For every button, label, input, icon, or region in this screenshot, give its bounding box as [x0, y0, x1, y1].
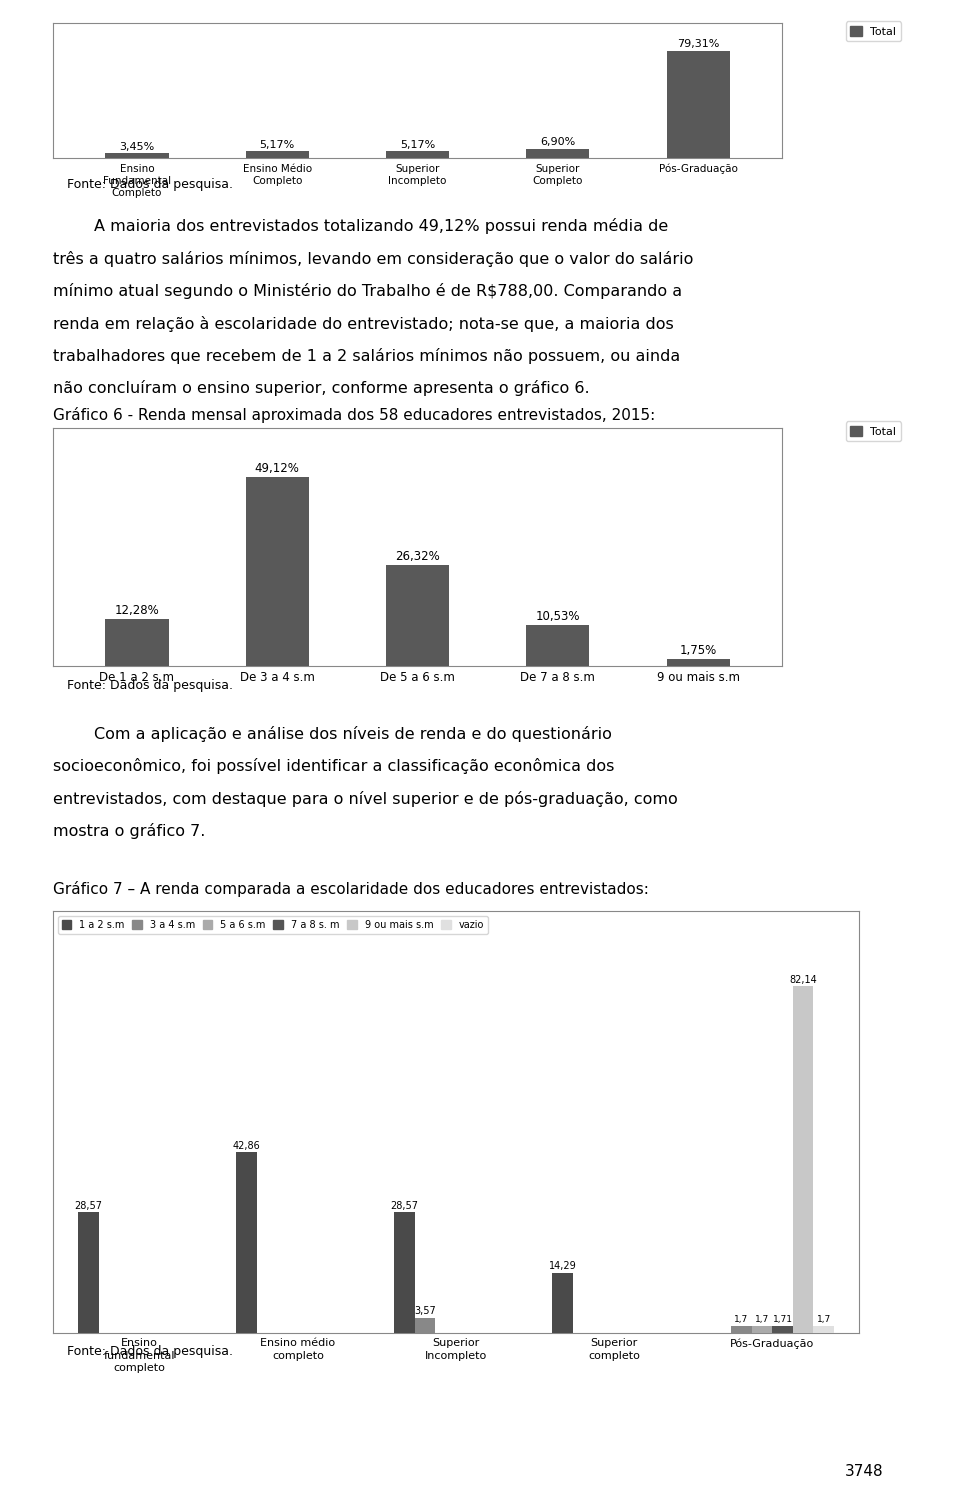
Bar: [526, 149, 589, 158]
Text: Fonte: Dados da pesquisa.: Fonte: Dados da pesquisa.: [67, 1345, 233, 1358]
Bar: [236, 1152, 256, 1333]
Text: Com a aplicação e análise dos níveis de renda e do questionário: Com a aplicação e análise dos níveis de …: [53, 726, 612, 742]
Text: 79,31%: 79,31%: [677, 39, 719, 50]
Text: renda em relação à escolaridade do entrevistado; nota-se que, a maioria dos: renda em relação à escolaridade do entre…: [53, 316, 674, 331]
Text: 5,17%: 5,17%: [259, 140, 295, 149]
Text: 42,86: 42,86: [232, 1142, 260, 1151]
Bar: [526, 625, 589, 666]
Text: 1,7: 1,7: [817, 1315, 830, 1324]
Text: 49,12%: 49,12%: [254, 462, 300, 476]
Text: 6,90%: 6,90%: [540, 137, 576, 148]
Bar: [386, 151, 449, 158]
Text: socioeconômico, foi possível identificar a classificação econômica dos: socioeconômico, foi possível identificar…: [53, 759, 614, 774]
Bar: [415, 1318, 436, 1333]
Bar: [732, 1325, 752, 1333]
Bar: [106, 154, 169, 158]
Text: 82,14: 82,14: [789, 976, 817, 985]
Text: 14,29: 14,29: [549, 1262, 577, 1271]
Text: Fonte: Dados da pesquisa.: Fonte: Dados da pesquisa.: [67, 679, 233, 693]
Bar: [395, 1212, 415, 1333]
Text: 3,57: 3,57: [415, 1307, 436, 1316]
Text: mínimo atual segundo o Ministério do Trabalho é de R$788,00. Comparando a: mínimo atual segundo o Ministério do Tra…: [53, 283, 682, 300]
Text: 1,75%: 1,75%: [680, 645, 717, 657]
Text: 1,7: 1,7: [734, 1315, 749, 1324]
Text: A maioria dos entrevistados totalizando 49,12% possui renda média de: A maioria dos entrevistados totalizando …: [53, 218, 668, 235]
Bar: [552, 1273, 573, 1333]
Text: Gráfico 7 – A renda comparada a escolaridade dos educadores entrevistados:: Gráfico 7 – A renda comparada a escolari…: [53, 881, 649, 898]
Text: Gráfico 6 - Renda mensal aproximada dos 58 educadores entrevistados, 2015:: Gráfico 6 - Renda mensal aproximada dos …: [53, 407, 655, 423]
Text: 28,57: 28,57: [391, 1202, 419, 1211]
Bar: [78, 1212, 99, 1333]
Bar: [386, 565, 449, 666]
Text: trabalhadores que recebem de 1 a 2 salários mínimos não possuem, ou ainda: trabalhadores que recebem de 1 a 2 salár…: [53, 348, 680, 364]
Text: 1,71: 1,71: [773, 1315, 793, 1324]
Bar: [813, 1325, 834, 1333]
Text: não concluíram o ensino superior, conforme apresenta o gráfico 6.: não concluíram o ensino superior, confor…: [53, 380, 589, 396]
Bar: [793, 986, 813, 1333]
Text: 3,45%: 3,45%: [119, 142, 155, 152]
Legend: 1 a 2 s.m, 3 a 4 s.m, 5 a 6 s.m, 7 a 8 s. m, 9 ou mais s.m, vazio: 1 a 2 s.m, 3 a 4 s.m, 5 a 6 s.m, 7 a 8 s…: [58, 916, 488, 934]
Text: três a quatro salários mínimos, levando em consideração que o valor do salário: três a quatro salários mínimos, levando …: [53, 252, 693, 267]
Text: 3748: 3748: [845, 1464, 883, 1479]
Text: entrevistados, com destaque para o nível superior e de pós-graduação, como: entrevistados, com destaque para o nível…: [53, 791, 678, 807]
Bar: [246, 151, 309, 158]
Text: Fonte: Dados da pesquisa.: Fonte: Dados da pesquisa.: [67, 178, 233, 191]
Bar: [752, 1325, 772, 1333]
Bar: [666, 660, 730, 666]
Bar: [106, 619, 169, 666]
Bar: [666, 51, 730, 158]
Text: 12,28%: 12,28%: [114, 604, 159, 616]
Text: 1,7: 1,7: [755, 1315, 769, 1324]
Text: 5,17%: 5,17%: [400, 140, 435, 149]
Bar: [246, 477, 309, 666]
Bar: [772, 1325, 793, 1333]
Legend: Total: Total: [846, 21, 900, 41]
Legend: Total: Total: [846, 422, 900, 441]
Text: 28,57: 28,57: [74, 1202, 103, 1211]
Text: mostra o gráfico 7.: mostra o gráfico 7.: [53, 822, 205, 839]
Text: 10,53%: 10,53%: [536, 610, 580, 623]
Text: 26,32%: 26,32%: [396, 550, 440, 563]
